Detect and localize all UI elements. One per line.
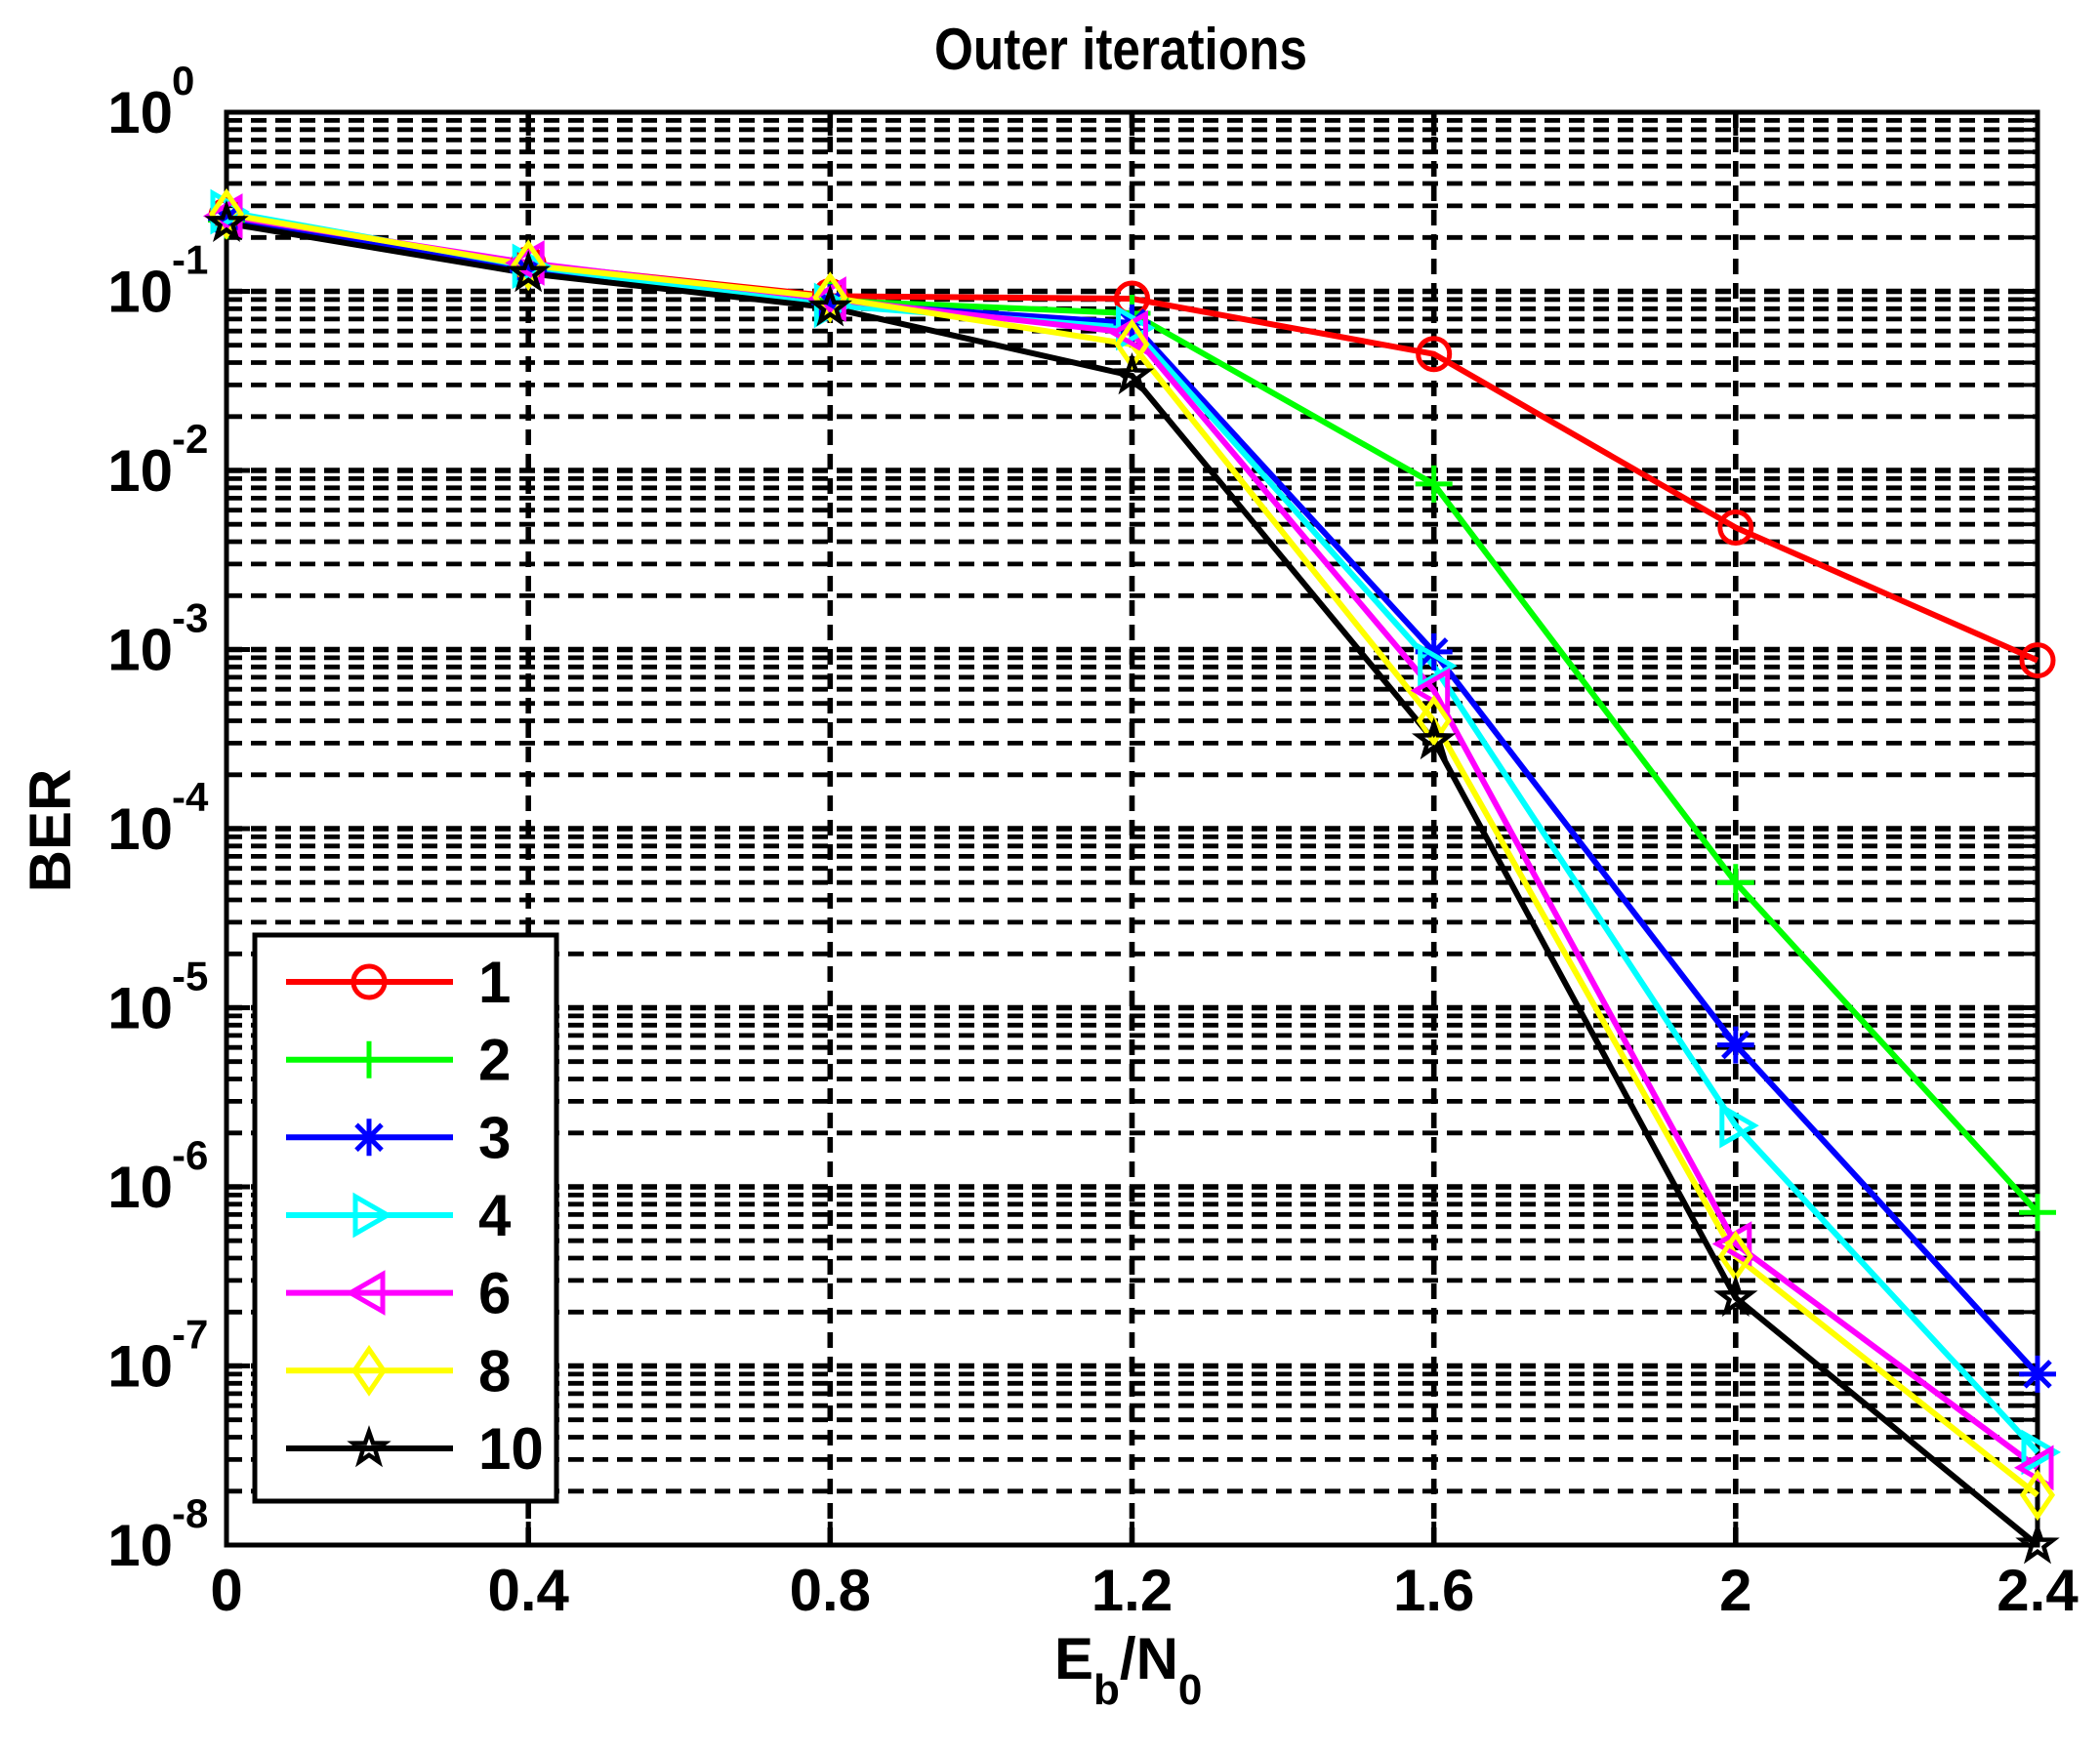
svg-text:10: 10 (478, 1416, 544, 1482)
svg-text:2.4: 2.4 (1997, 1558, 2079, 1623)
svg-text:Eb/N0: Eb/N0 (1054, 1626, 1202, 1714)
svg-text:-5: -5 (172, 954, 208, 999)
svg-text:2: 2 (1719, 1558, 1751, 1623)
svg-text:10: 10 (107, 976, 173, 1041)
svg-text:10: 10 (107, 618, 173, 683)
svg-text:1.2: 1.2 (1091, 1558, 1173, 1623)
svg-text:2: 2 (478, 1028, 511, 1093)
svg-text:-8: -8 (172, 1490, 208, 1536)
svg-text:1.6: 1.6 (1393, 1558, 1474, 1623)
svg-text:10: 10 (107, 796, 173, 862)
svg-text:8: 8 (478, 1338, 511, 1404)
svg-text:1: 1 (478, 950, 511, 1015)
svg-text:-3: -3 (172, 595, 208, 641)
svg-text:4: 4 (478, 1183, 512, 1248)
svg-text:-2: -2 (172, 416, 208, 462)
svg-text:10: 10 (107, 1334, 173, 1400)
svg-text:Outer iterations: Outer iterations (934, 17, 1307, 82)
svg-text:0: 0 (172, 58, 194, 103)
svg-text:-7: -7 (172, 1312, 208, 1358)
svg-text:3: 3 (478, 1105, 511, 1170)
svg-text:0.4: 0.4 (487, 1558, 569, 1623)
svg-text:-6: -6 (172, 1132, 208, 1178)
svg-text:-4: -4 (172, 774, 209, 820)
svg-text:10: 10 (107, 1513, 173, 1578)
svg-text:0: 0 (210, 1558, 242, 1623)
svg-text:6: 6 (478, 1261, 511, 1326)
svg-text:-1: -1 (172, 237, 208, 283)
svg-text:0.8: 0.8 (790, 1558, 871, 1623)
svg-text:10: 10 (107, 1155, 173, 1220)
svg-text:10: 10 (107, 80, 173, 145)
svg-text:10: 10 (107, 260, 173, 325)
svg-text:BER: BER (18, 769, 83, 893)
svg-text:10: 10 (107, 438, 173, 504)
